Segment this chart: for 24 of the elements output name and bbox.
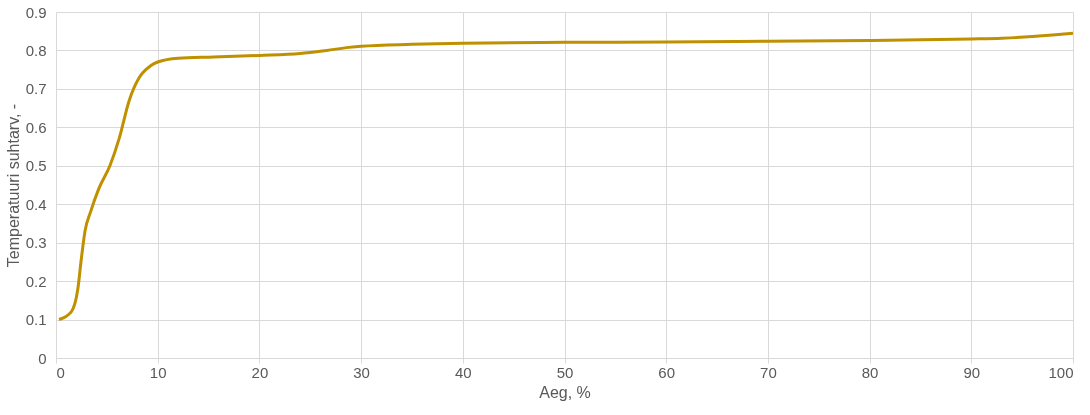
y-tick-label: 0.7	[25, 80, 47, 98]
x-tick-label: 20	[251, 363, 269, 381]
x-tick-label: 0	[56, 363, 65, 381]
y-tick-label: 0.3	[25, 234, 47, 252]
y-tick-label: 0.9	[25, 3, 47, 21]
x-tick-label: 40	[454, 363, 472, 381]
line-series	[57, 31, 1075, 322]
x-tick-label: 50	[556, 363, 574, 381]
x-tick-label: 10	[149, 363, 167, 381]
x-tick-label: 90	[963, 363, 981, 381]
x-axis-title: Aeg, %	[539, 383, 591, 401]
y-tick-label: 0.1	[25, 311, 47, 329]
x-tick-label: 30	[353, 363, 370, 381]
y-axis-title: Temperatuuri suhtarv, -	[4, 103, 22, 268]
x-tick-label: 70	[760, 363, 777, 381]
y-tick-label: 0.4	[25, 195, 47, 213]
y-tick-label: 0.8	[25, 41, 47, 59]
y-tick-label: 0.2	[25, 272, 47, 290]
x-tick-label: 80	[861, 363, 879, 381]
y-tick-label: 0.5	[25, 157, 47, 175]
y-tick-label: 0.6	[25, 118, 47, 136]
y-tick-label: 0	[38, 349, 47, 367]
x-tick-label: 60	[658, 363, 676, 381]
x-tick-label: 100	[1048, 363, 1074, 381]
